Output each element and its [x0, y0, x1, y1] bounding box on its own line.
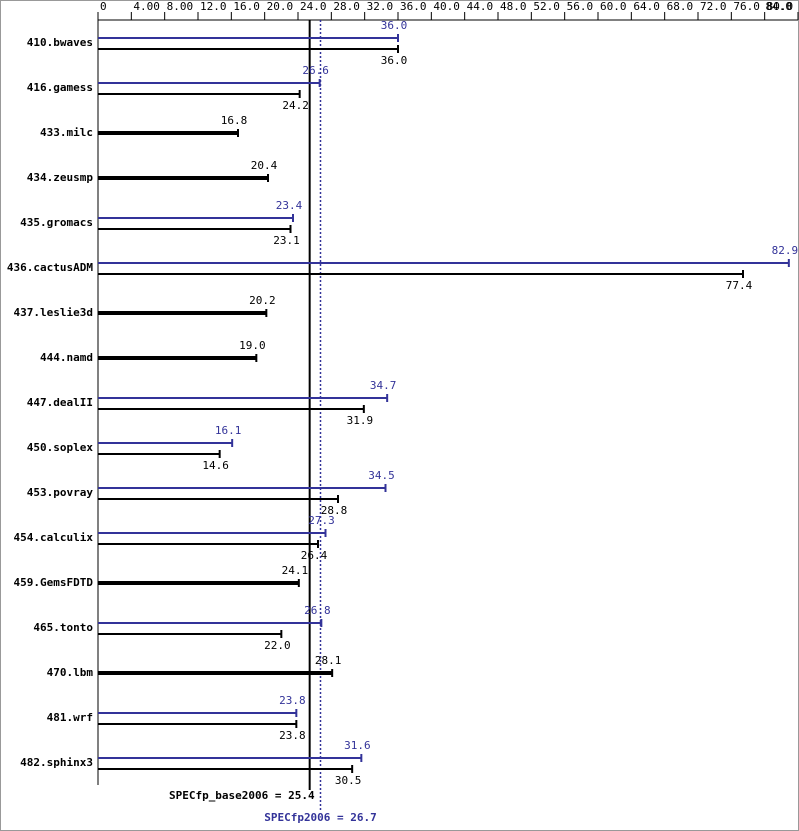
- bar: [98, 48, 398, 50]
- bar: [98, 408, 364, 410]
- value-label: 82.9: [772, 244, 799, 257]
- benchmark-label: 437.leslie3d: [14, 306, 93, 319]
- bar: [98, 217, 293, 219]
- bar: [98, 453, 220, 455]
- value-label: 77.4: [726, 279, 753, 292]
- x-tick-label: 4.00: [133, 0, 160, 13]
- x-tick-label: 20.0: [267, 0, 294, 13]
- x-tick-label: 48.0: [500, 0, 527, 13]
- benchmark-label: 447.dealII: [27, 396, 93, 409]
- benchmark-label: 465.tonto: [33, 621, 93, 634]
- value-label: 24.1: [282, 564, 309, 577]
- value-label: 28.8: [321, 504, 348, 517]
- benchmark-label: 482.sphinx3: [20, 756, 93, 769]
- bar: [98, 543, 318, 545]
- value-label: 36.0: [381, 54, 408, 67]
- value-label: 20.4: [251, 159, 278, 172]
- bar: [98, 633, 282, 635]
- value-label: 23.4: [276, 199, 303, 212]
- bar: [98, 671, 333, 675]
- x-tick-label: 84.0: [766, 0, 793, 13]
- value-label: 19.0: [239, 339, 266, 352]
- x-tick-label: 60.0: [600, 0, 627, 13]
- bar: [98, 397, 388, 399]
- benchmark-label: 444.namd: [40, 351, 93, 364]
- value-label: 26.4: [301, 549, 328, 562]
- benchmark-label: 459.GemsFDTD: [14, 576, 94, 589]
- x-tick-label: 0: [100, 0, 107, 13]
- benchmark-label: 434.zeusmp: [27, 171, 94, 184]
- x-tick-label: 64.0: [633, 0, 660, 13]
- value-label: 23.1: [273, 234, 300, 247]
- bar: [98, 581, 299, 585]
- benchmark-label: 470.lbm: [47, 666, 94, 679]
- benchmark-label: 433.milc: [40, 126, 93, 139]
- x-tick-label: 80.0: [767, 0, 794, 13]
- value-label: 34.7: [370, 379, 397, 392]
- value-label: 23.8: [279, 694, 306, 707]
- value-label: 30.5: [335, 774, 362, 787]
- bar: [98, 273, 743, 275]
- benchmark-label: 410.bwaves: [27, 36, 93, 49]
- value-label: 36.0: [381, 19, 408, 32]
- x-tick-label: 32.0: [367, 0, 394, 13]
- benchmark-label: 436.cactusADM: [7, 261, 93, 274]
- x-tick-label: 12.0: [200, 0, 227, 13]
- benchmark-label: 481.wrf: [47, 711, 93, 724]
- bar: [98, 498, 338, 500]
- benchmark-label: 416.gamess: [27, 81, 93, 94]
- bar: [98, 532, 326, 534]
- x-tick-label: 24.0: [300, 0, 327, 13]
- value-label: 24.2: [282, 99, 309, 112]
- bar: [98, 37, 398, 39]
- x-tick-label: 72.0: [700, 0, 727, 13]
- bar: [98, 228, 291, 230]
- value-label: 31.6: [344, 739, 371, 752]
- benchmark-label: 450.soplex: [27, 441, 94, 454]
- x-tick-label: 40.0: [433, 0, 460, 13]
- x-tick-label: 8.00: [167, 0, 194, 13]
- x-tick-label: 76.0: [733, 0, 760, 13]
- benchmark-label: 454.calculix: [14, 531, 94, 544]
- bar: [98, 487, 386, 489]
- bar: [98, 262, 789, 264]
- value-label: 23.8: [279, 729, 306, 742]
- bar: [98, 82, 320, 84]
- value-label: 31.9: [347, 414, 374, 427]
- value-label: 22.0: [264, 639, 291, 652]
- bar: [98, 356, 257, 360]
- x-tick-label: 16.0: [233, 0, 259, 13]
- value-label: 27.3: [308, 514, 335, 527]
- x-tick-label: 44.0: [467, 0, 494, 13]
- bar: [98, 442, 233, 444]
- benchmark-label: 453.povray: [27, 486, 94, 499]
- bar: [98, 768, 353, 770]
- x-tick-label: 56.0: [567, 0, 594, 13]
- value-label: 26.8: [304, 604, 331, 617]
- x-tick-label: 28.0: [333, 0, 360, 13]
- value-label: 16.1: [215, 424, 242, 437]
- summary-label: SPECfp_base2006 = 25.4: [169, 789, 315, 802]
- bar: [98, 131, 238, 135]
- x-tick-label: 52.0: [533, 0, 560, 13]
- x-tick-label: 36.0: [400, 0, 427, 13]
- summary-label: SPECfp2006 = 26.7: [264, 811, 377, 824]
- bar: [98, 622, 322, 624]
- value-label: 28.1: [315, 654, 342, 667]
- value-label: 14.6: [202, 459, 229, 472]
- value-label: 26.6: [302, 64, 329, 77]
- bar: [98, 757, 362, 759]
- bar: [98, 723, 297, 725]
- benchmark-label: 435.gromacs: [20, 216, 93, 229]
- value-label: 20.2: [249, 294, 276, 307]
- value-label: 16.8: [221, 114, 248, 127]
- value-label: 34.5: [368, 469, 395, 482]
- bar: [98, 712, 297, 714]
- bar: [98, 311, 267, 315]
- x-tick-label: 68.0: [667, 0, 694, 13]
- bar: [98, 93, 300, 95]
- bar: [98, 176, 268, 180]
